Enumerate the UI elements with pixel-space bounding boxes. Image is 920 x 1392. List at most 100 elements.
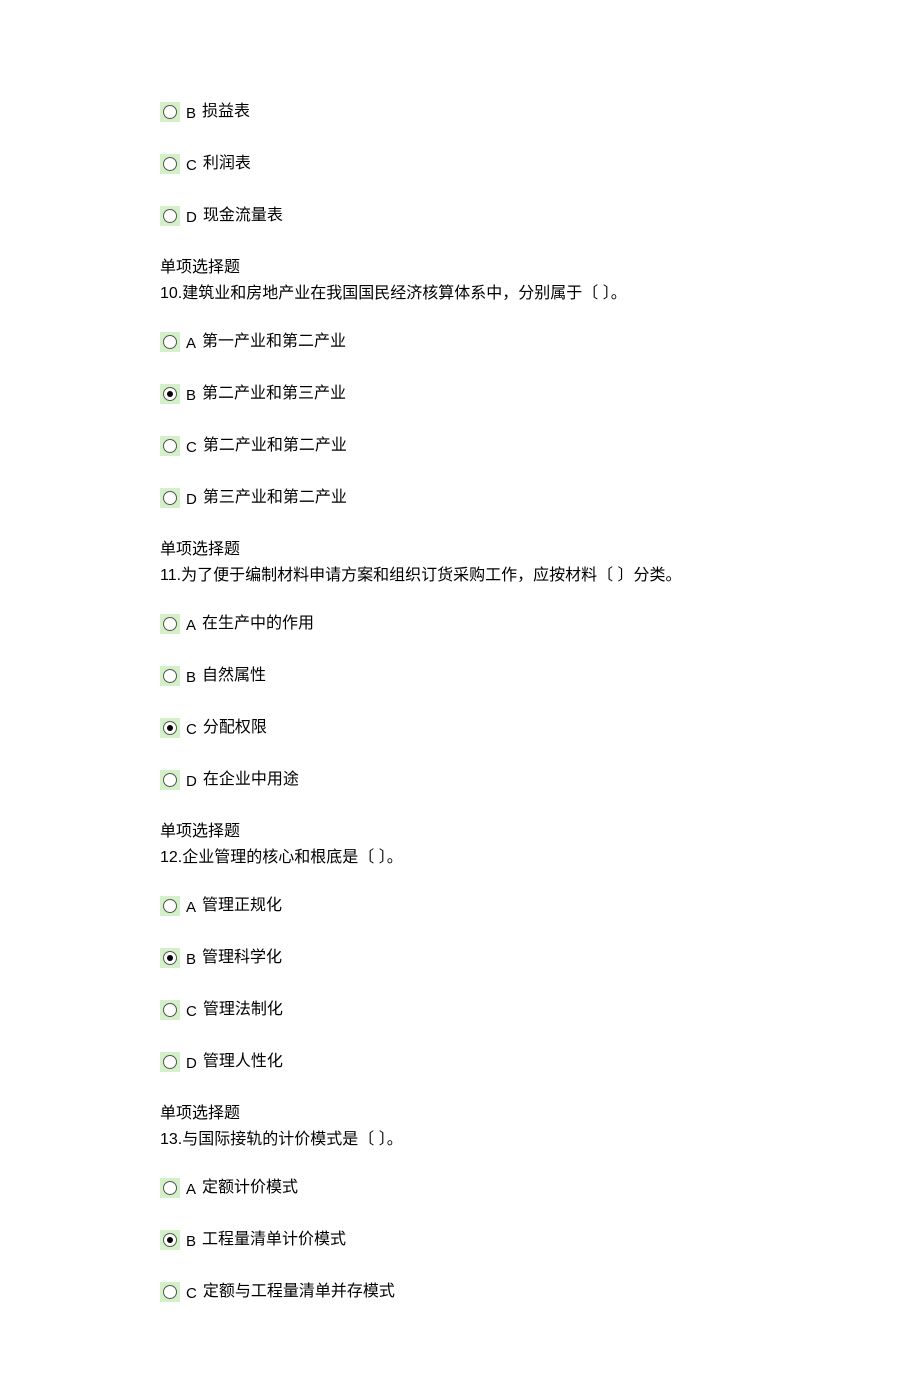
option-text: 现金流量表 [203, 204, 283, 228]
radio-dot-icon [167, 955, 173, 961]
option-text: 定额计价模式 [202, 1176, 298, 1200]
option-text: 自然属性 [202, 664, 266, 688]
option-text: 第一产业和第二产业 [202, 330, 346, 354]
option-row[interactable]: A 定额计价模式 [160, 1176, 760, 1200]
radio-circle-icon [163, 669, 177, 683]
question-number: 10. [160, 285, 182, 302]
question-number: 12. [160, 849, 182, 866]
option-letter: D [186, 207, 197, 230]
option-row[interactable]: A 管理正规化 [160, 894, 760, 918]
radio-circle-icon [163, 721, 177, 735]
radio-circle-icon [163, 335, 177, 349]
option-row[interactable]: D 第三产业和第二产业 [160, 486, 760, 510]
option-row[interactable]: C 第二产业和第二产业 [160, 434, 760, 458]
option-text: 管理法制化 [203, 998, 283, 1022]
radio-circle-icon [163, 1055, 177, 1069]
option-letter: A [186, 1179, 196, 1202]
option-letter: A [186, 333, 196, 356]
option-text: 定额与工程量清单并存模式 [203, 1280, 395, 1304]
option-text: 管理科学化 [202, 946, 282, 970]
radio-button[interactable] [160, 948, 180, 968]
radio-button[interactable] [160, 896, 180, 916]
option-row[interactable]: A 在生产中的作用 [160, 612, 760, 636]
option-row[interactable]: B 损益表 [160, 100, 760, 124]
option-text: 第三产业和第二产业 [203, 486, 347, 510]
question-body: 为了便于编制材料申请方案和组织订货采购工作，应按材料〔 〕分类。 [181, 567, 681, 584]
radio-button[interactable] [160, 488, 180, 508]
option-row[interactable]: C管理法制化 [160, 998, 760, 1022]
option-letter: D [186, 489, 197, 512]
question-text: 10.建筑业和房地产业在我国国民经济核算体系中，分别属于〔 〕。 [160, 282, 760, 306]
option-row[interactable]: B 工程量清单计价模式 [160, 1228, 760, 1252]
option-letter: C [186, 155, 197, 178]
option-letter: B [186, 1231, 196, 1254]
option-letter: D [186, 1053, 197, 1076]
radio-dot-icon [167, 391, 173, 397]
option-text: 管理正规化 [202, 894, 282, 918]
radio-circle-icon [163, 387, 177, 401]
option-letter: C [186, 437, 197, 460]
option-text: 第二产业和第三产业 [202, 382, 346, 406]
radio-button[interactable] [160, 384, 180, 404]
radio-button[interactable] [160, 1282, 180, 1302]
option-row[interactable]: D在企业中用途 [160, 768, 760, 792]
option-row[interactable]: C 利润表 [160, 152, 760, 176]
radio-button[interactable] [160, 1000, 180, 1020]
question-type-label: 单项选择题 [160, 538, 760, 562]
option-row[interactable]: C 分配权限 [160, 716, 760, 740]
question-body: 建筑业和房地产业在我国国民经济核算体系中，分别属于〔 〕。 [182, 285, 626, 302]
option-row[interactable]: B第二产业和第三产业 [160, 382, 760, 406]
option-row[interactable]: B 管理科学化 [160, 946, 760, 970]
radio-button[interactable] [160, 1178, 180, 1198]
radio-button[interactable] [160, 770, 180, 790]
radio-button[interactable] [160, 666, 180, 686]
question-text: 12.企业管理的核心和根底是〔 〕。 [160, 846, 760, 870]
exam-page: B损益表C利润表D现金流量表单项选择题10.建筑业和房地产业在我国国民经济核算体… [160, 100, 760, 1304]
option-letter: B [186, 667, 196, 690]
radio-circle-icon [163, 1003, 177, 1017]
question-body: 与国际接轨的计价模式是〔 〕。 [182, 1131, 402, 1148]
option-letter: B [186, 103, 196, 126]
question-number: 13. [160, 1131, 182, 1148]
radio-button[interactable] [160, 718, 180, 738]
option-letter: B [186, 949, 196, 972]
radio-button[interactable] [160, 1052, 180, 1072]
radio-button[interactable] [160, 436, 180, 456]
radio-button[interactable] [160, 332, 180, 352]
option-text: 工程量清单计价模式 [202, 1228, 346, 1252]
radio-circle-icon [163, 617, 177, 631]
option-text: 分配权限 [203, 716, 267, 740]
radio-button[interactable] [160, 1230, 180, 1250]
radio-circle-icon [163, 899, 177, 913]
radio-button[interactable] [160, 206, 180, 226]
option-text: 在生产中的作用 [202, 612, 314, 636]
question-type-label: 单项选择题 [160, 256, 760, 280]
radio-circle-icon [163, 1181, 177, 1195]
radio-button[interactable] [160, 102, 180, 122]
option-text: 第二产业和第二产业 [203, 434, 347, 458]
option-row[interactable]: C定额与工程量清单并存模式 [160, 1280, 760, 1304]
radio-button[interactable] [160, 154, 180, 174]
option-text: 损益表 [202, 100, 250, 124]
radio-button[interactable] [160, 614, 180, 634]
radio-circle-icon [163, 1233, 177, 1247]
option-letter: A [186, 897, 196, 920]
question-type-label: 单项选择题 [160, 820, 760, 844]
radio-circle-icon [163, 491, 177, 505]
option-row[interactable]: B 自然属性 [160, 664, 760, 688]
option-letter: A [186, 615, 196, 638]
option-text: 管理人性化 [203, 1050, 283, 1074]
radio-circle-icon [163, 105, 177, 119]
option-letter: C [186, 719, 197, 742]
option-row[interactable]: D 现金流量表 [160, 204, 760, 228]
option-row[interactable]: A 第一产业和第二产业 [160, 330, 760, 354]
radio-circle-icon [163, 773, 177, 787]
radio-circle-icon [163, 209, 177, 223]
radio-circle-icon [163, 157, 177, 171]
radio-dot-icon [167, 725, 173, 731]
radio-circle-icon [163, 439, 177, 453]
option-row[interactable]: D 管理人性化 [160, 1050, 760, 1074]
option-text: 在企业中用途 [203, 768, 299, 792]
question-type-label: 单项选择题 [160, 1102, 760, 1126]
option-text: 利润表 [203, 152, 251, 176]
